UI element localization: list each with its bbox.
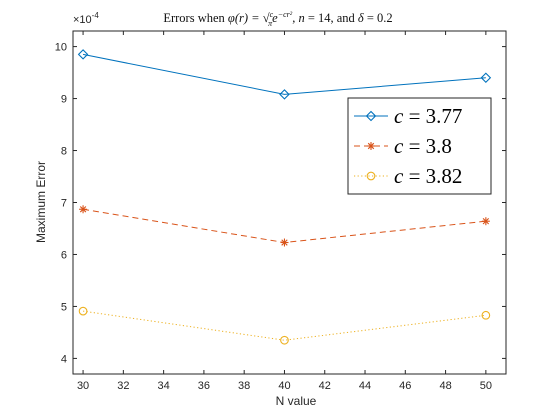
title-n-eq: = 14, and <box>305 11 358 25</box>
series-1-point-1-stroke-3 <box>281 239 288 246</box>
legend-label-eq-0: = 3.77 <box>403 104 462 128</box>
y-tick-label-4: 4 <box>61 353 67 365</box>
series-2-point-2 <box>481 310 491 320</box>
title-n-var: n <box>298 11 304 25</box>
y-tick-label-10: 10 <box>55 42 67 54</box>
series-0-point-0 <box>77 49 89 60</box>
plot-area: 30 32 34 36 38 40 42 44 46 48 50 4 5 6 7 8 9 10 <box>55 30 507 392</box>
title-e: e <box>272 11 278 25</box>
y-tick-label-5: 5 <box>61 301 67 313</box>
legend-label-var-1: c <box>394 134 404 158</box>
legend-label-eq-2: = 3.82 <box>403 164 462 188</box>
legend-label-eq-1: = 3.8 <box>403 134 452 158</box>
y-tick-label-6: 6 <box>61 249 67 261</box>
series-0-point-1 <box>279 89 290 100</box>
axes-box <box>72 30 507 375</box>
legend-label-1: c = 3.8 <box>394 134 452 158</box>
x-tick-label-42: 42 <box>319 380 331 392</box>
legend-label-var-0: c <box>394 104 404 128</box>
x-tick-label-46: 46 <box>399 380 411 392</box>
title-frac-pi: π <box>268 19 273 28</box>
y-multiplier-exp: -4 <box>92 11 100 20</box>
x-tick-label-34: 34 <box>158 380 170 392</box>
x-tick-label-48: 48 <box>439 380 451 392</box>
legend-marker-1 <box>367 142 375 150</box>
title-frac-c: c <box>270 10 274 19</box>
series-1-line <box>82 208 486 244</box>
x-tick-label-32: 32 <box>117 380 129 392</box>
legend-marker-1-stroke-3 <box>367 142 375 150</box>
series-2-line <box>82 310 486 341</box>
x-tick-label-36: 36 <box>198 380 210 392</box>
legend-label-2: c = 3.82 <box>394 164 462 188</box>
y-tick-label-8: 8 <box>61 146 67 158</box>
series-2-point-1 <box>280 335 289 345</box>
x-tick-label-30: 30 <box>77 380 89 392</box>
x-tick-label-50: 50 <box>480 380 492 392</box>
x-tick-label-44: 44 <box>359 380 371 392</box>
series-1-point-0-stroke-3 <box>79 206 87 213</box>
y-tick-label-9: 9 <box>61 94 67 106</box>
title-sqrt: √ <box>263 11 270 25</box>
x-tick-label-38: 38 <box>238 380 250 392</box>
series-1-point-0 <box>79 205 88 214</box>
y-tick-label-7: 7 <box>61 198 67 210</box>
series-1-point-2-stroke-3 <box>482 218 490 225</box>
legend: c = 3.77c = 3.8c = 3.82 <box>347 97 492 195</box>
series-0-point-2 <box>480 72 492 84</box>
title-lead: Errors when <box>163 11 228 25</box>
legend-marker-2 <box>366 171 376 181</box>
legend-label-var-2: c <box>394 164 404 188</box>
chart-title: Errors when φ(r) = √c πe−cr², n = 14, and… <box>163 10 392 28</box>
x-tick-label-40: 40 <box>278 380 290 392</box>
title-delta-eq: = 0.2 <box>364 11 393 25</box>
series-2-point-0 <box>78 306 88 316</box>
series-1-point-1 <box>280 238 289 247</box>
title-exponent: −cr² <box>278 10 293 19</box>
series-0-line <box>82 53 486 95</box>
series-1-point-2 <box>481 217 490 226</box>
legend-label-0: c = 3.77 <box>394 104 462 128</box>
y-multiplier-base: ×10 <box>73 14 92 26</box>
legend-marker-0 <box>365 110 377 122</box>
title-delta-var: δ <box>358 11 364 25</box>
title-phi: φ(r) = <box>228 11 263 25</box>
title-tail-a: , <box>292 11 298 25</box>
x-axis-label: N value <box>276 394 317 408</box>
y-axis-label: Maximum Error <box>34 161 48 243</box>
y-multiplier: ×10-4 <box>73 11 99 26</box>
